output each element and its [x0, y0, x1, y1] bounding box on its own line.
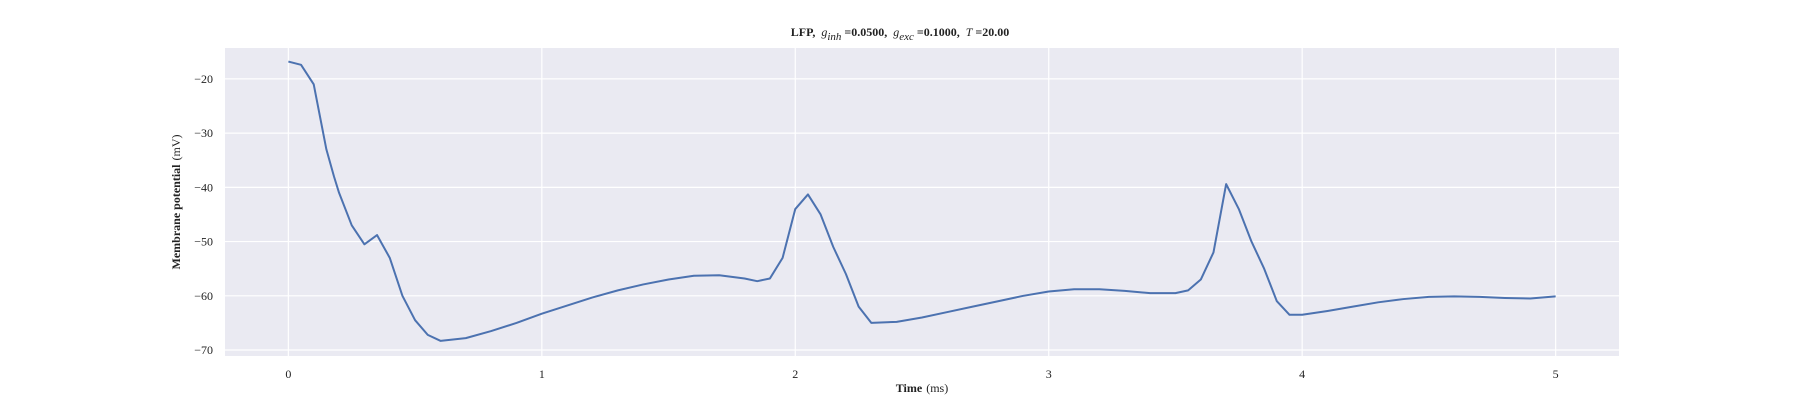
y-tick-label: −20 — [194, 72, 213, 86]
title-label: LFP, — [791, 25, 816, 39]
x-tick-label: 0 — [285, 367, 291, 381]
x-tick-label: 3 — [1046, 367, 1052, 381]
chart-title: LFP, ginh =0.0500, gexc =0.1000, T =20.00 — [791, 25, 1010, 43]
x-tick-label: 1 — [539, 367, 545, 381]
plot-background — [225, 48, 1619, 356]
y-tick-label: −30 — [194, 126, 213, 140]
title-symbol: g — [821, 25, 827, 39]
y-axis-unit: (mV) — [169, 135, 183, 161]
y-tick-label: −60 — [194, 289, 213, 303]
line-series — [288, 60, 1556, 342]
title-subscript: inh — [827, 31, 842, 43]
x-axis-unit: (ms) — [926, 381, 948, 395]
title-value: =20.00 — [975, 25, 1009, 39]
x-tick-label: 4 — [1299, 367, 1305, 381]
title-symbol: g — [893, 25, 899, 39]
x-tick-label: 5 — [1553, 367, 1559, 381]
y-axis-name: Membrane potential — [169, 164, 183, 270]
title-value: =0.0500, — [844, 25, 887, 39]
title-subscript: exc — [899, 31, 914, 43]
title-symbol: T — [966, 25, 974, 39]
x-tick-label: 2 — [792, 367, 798, 381]
y-tick-label: −70 — [194, 343, 213, 357]
y-axis-label: Membrane potential (mV) — [169, 135, 183, 270]
y-tick-label: −50 — [194, 235, 213, 249]
y-tick-label: −40 — [194, 180, 213, 194]
x-axis-name: Time — [896, 381, 923, 395]
title-value: =0.1000, — [917, 25, 960, 39]
x-axis-label: Time (ms) — [896, 381, 948, 395]
